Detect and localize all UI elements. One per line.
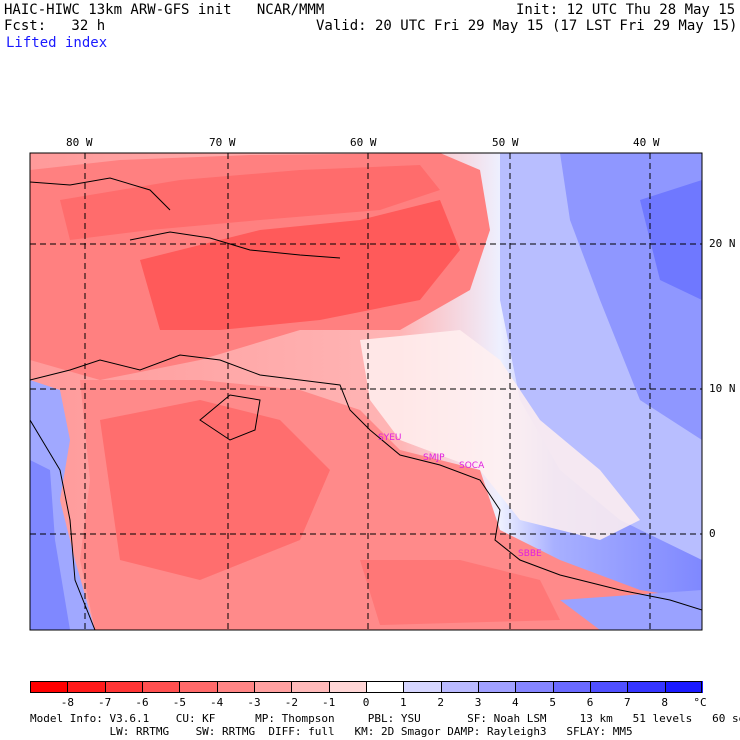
station-soca: SOCA bbox=[459, 461, 485, 471]
colorbar-cell bbox=[291, 681, 331, 693]
lon-label-60w: 60 W bbox=[350, 136, 377, 149]
lon-label-80w: 80 W bbox=[66, 136, 93, 149]
colorbar-cell bbox=[179, 681, 219, 693]
model-title: HAIC-HIWC 13km ARW-GFS init NCAR/MMM bbox=[4, 2, 325, 18]
colorbar-tick-label: -4 bbox=[210, 696, 224, 709]
colorbar-tick-label: -1 bbox=[322, 696, 336, 709]
colorbar-cell bbox=[590, 681, 629, 693]
colorbar-cell bbox=[254, 681, 293, 693]
model-info-line1: Model Info: V3.6.1 CU: KF MP: Thompson P… bbox=[30, 712, 740, 725]
colorbar-tick-label: 2 bbox=[437, 696, 444, 709]
colorbar-tick-label: 8 bbox=[661, 696, 668, 709]
colorbar-cell bbox=[67, 681, 107, 693]
colorbar-frame bbox=[30, 681, 702, 693]
colorbar-tick-label: 6 bbox=[586, 696, 594, 709]
colorbar-cell bbox=[328, 681, 368, 693]
colorbar-tick-label: 0 bbox=[362, 696, 370, 709]
lat-label-20n: 20 N bbox=[709, 237, 736, 250]
map-frame bbox=[29, 152, 703, 631]
valid-time: Valid: 20 UTC Fri 29 May 15 (17 LST Fri … bbox=[316, 18, 738, 34]
lon-label-70w: 70 W bbox=[209, 136, 236, 149]
init-time: Init: 12 UTC Thu 28 May 15 bbox=[516, 2, 736, 18]
colorbar-cell bbox=[664, 681, 704, 693]
colorbar-tick-label: -5 bbox=[172, 696, 186, 709]
model-info-line2: LW: RRTMG SW: RRTMG DIFF: full KM: 2D Sm… bbox=[30, 725, 633, 738]
colorbar-unit: °C bbox=[693, 696, 707, 709]
lon-label-40w: 40 W bbox=[633, 136, 660, 149]
colorbar-cell bbox=[142, 681, 181, 693]
colorbar-cell bbox=[440, 681, 480, 693]
colorbar-cell bbox=[403, 681, 443, 693]
field-name: Lifted index bbox=[6, 35, 108, 51]
colorbar-tick-label: -3 bbox=[247, 696, 261, 709]
colorbar-tick-label: 1 bbox=[400, 696, 407, 709]
map-field bbox=[30, 153, 702, 630]
lat-label-0: 0 bbox=[709, 527, 716, 540]
graticule bbox=[30, 153, 702, 630]
colorbar-tick-label: -2 bbox=[284, 696, 298, 709]
colorbar-cell bbox=[552, 681, 592, 693]
colorbar-tick-label: -7 bbox=[98, 696, 112, 709]
station-syeu: SYEU bbox=[378, 433, 401, 443]
station-sbbe: SBBE bbox=[518, 549, 542, 559]
coastlines bbox=[30, 177, 702, 630]
forecast-hour: Fcst: 32 h bbox=[4, 18, 106, 34]
colorbar-tick-label: -8 bbox=[60, 696, 74, 709]
colorbar-cell bbox=[478, 681, 517, 693]
colorbar-tick-label: 5 bbox=[549, 696, 556, 709]
colorbar-cell bbox=[366, 681, 405, 693]
colorbar-cell bbox=[515, 681, 555, 693]
lat-label-10n: 10 N bbox=[709, 382, 736, 395]
station-smjp: SMJP bbox=[423, 453, 445, 463]
colorbar-cell bbox=[104, 681, 144, 693]
lon-label-50w: 50 W bbox=[492, 136, 519, 149]
colorbar-cell bbox=[627, 681, 667, 693]
colorbar-cell bbox=[216, 681, 256, 693]
colorbar-tick-label: -6 bbox=[135, 696, 149, 709]
colorbar-tick-label: 4 bbox=[512, 696, 519, 709]
colorbar-tick-label: 3 bbox=[474, 696, 482, 709]
colorbar-tick-label: 7 bbox=[624, 696, 631, 709]
